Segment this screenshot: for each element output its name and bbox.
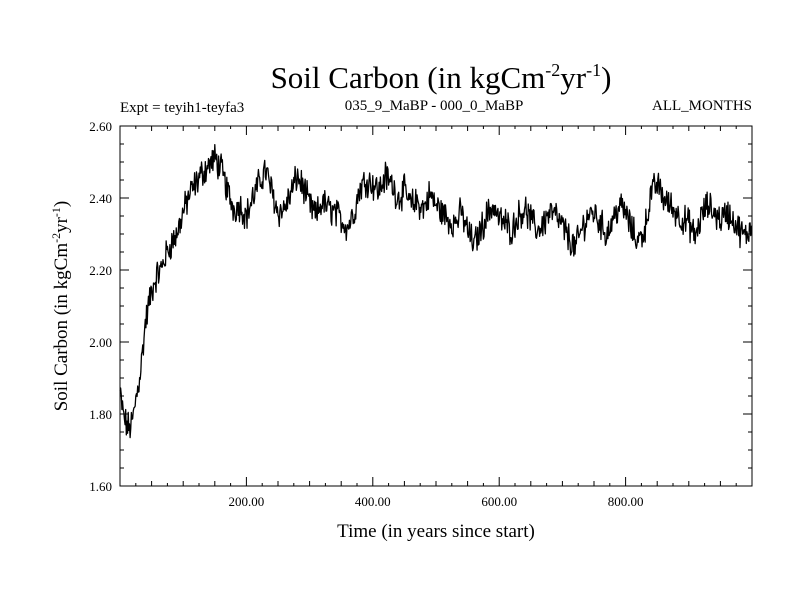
x-tick-label: 800.00 bbox=[608, 494, 644, 509]
experiment-label: Expt = teyih1-teyfa3 bbox=[120, 100, 244, 116]
chart-title: Soil Carbon (in kgCm-2yr-1) bbox=[271, 60, 612, 95]
series-line bbox=[119, 143, 753, 439]
svg-text:Soil Carbon (in kgCm-2yr-1): Soil Carbon (in kgCm-2yr-1) bbox=[271, 60, 612, 95]
y-tick-label: 2.60 bbox=[89, 119, 112, 134]
x-tick-label: 600.00 bbox=[481, 494, 517, 509]
y-tick-label: 1.60 bbox=[89, 479, 112, 494]
x-tick-label: 400.00 bbox=[355, 494, 391, 509]
y-axis-title: Soil Carbon (in kgCm-2yr-1) bbox=[49, 201, 72, 412]
months-label: ALL_MONTHS bbox=[652, 98, 752, 114]
period-label: 035_9_MaBP - 000_0_MaBP bbox=[345, 98, 524, 114]
svg-text:Soil Carbon (in kgCm-2yr-1): Soil Carbon (in kgCm-2yr-1) bbox=[49, 201, 72, 412]
y-tick-label: 2.40 bbox=[89, 191, 112, 206]
y-tick-label: 2.20 bbox=[89, 263, 112, 278]
x-tick-label: 200.00 bbox=[229, 494, 265, 509]
y-tick-label: 2.00 bbox=[89, 335, 112, 350]
x-axis-title: Time (in years since start) bbox=[337, 521, 535, 542]
y-tick-label: 1.80 bbox=[89, 407, 112, 422]
plot-area: 200.00 400.00 600.00 800.00 1.60 1.80 2.00 2.20… bbox=[89, 119, 753, 509]
